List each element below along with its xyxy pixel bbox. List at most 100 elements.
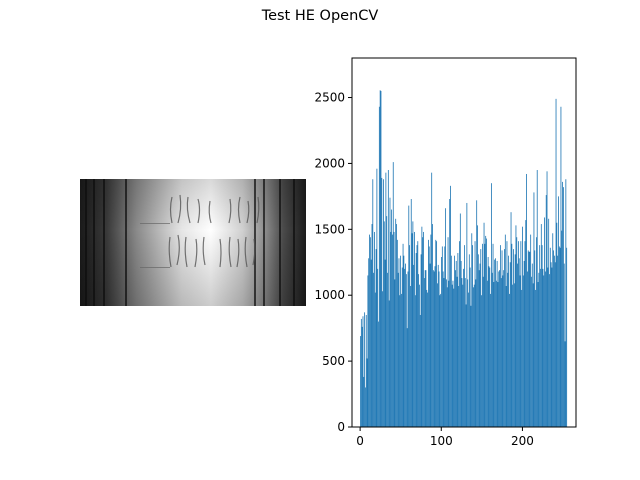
y-axis-ticks: 0 500 1000 1500 2000 2500 [314,91,352,434]
histogram-bar [467,279,469,427]
histogram-bar [434,266,436,427]
histogram-bar [461,278,463,427]
histogram-bar [522,275,524,427]
histogram-bar [370,259,372,427]
histogram-bar [454,255,456,427]
histogram-bar [371,224,373,427]
histogram-bar [474,241,476,427]
histogram-bar [463,268,465,427]
histogram-bar [449,199,451,427]
x-tick-label: 200 [511,434,534,448]
figure-title: Test HE OpenCV [261,8,379,24]
histogram-bar [393,231,395,427]
histogram-bar [535,237,537,427]
histogram-bar [521,289,523,427]
histogram-bar [493,282,495,427]
histogram-bar [556,222,558,427]
histogram-bar [473,287,474,427]
histogram-bar [533,192,535,427]
histogram-bar [519,275,521,427]
histogram-bar [415,253,417,427]
histogram-bar [534,250,536,427]
histogram-bar [451,284,453,427]
histogram-bar [480,249,482,427]
histogram-bar [525,220,527,427]
histogram-bar [506,241,508,427]
histogram-bar [507,272,509,427]
y-tick-label: 2500 [314,91,345,105]
histogram-bar [542,268,544,427]
histogram-bar [453,288,455,427]
histogram-bar [422,237,424,427]
histogram-bar [492,243,494,427]
histogram-bar [528,251,530,427]
histogram-bar [475,279,477,427]
histogram-bar [392,162,394,427]
histogram-bar [373,272,375,427]
histogram-bar [550,262,552,427]
histogram-bar [484,243,486,427]
histogram-bar [372,179,374,427]
histogram-bar [468,292,469,427]
histogram-bar [481,295,482,427]
histogram-bar [458,285,460,427]
histogram-bar [397,272,399,427]
histogram-bar [486,280,488,427]
histogram-bar [386,216,388,427]
histogram-bar [555,98,557,427]
y-tick-label: 1500 [314,222,345,236]
histogram-bar [433,271,435,427]
histogram-bar [562,181,563,427]
histogram-bar [455,270,456,427]
histogram-bar [504,234,506,427]
histogram-bar [524,241,526,427]
histogram-bar [408,205,410,427]
histogram-bar [430,234,432,427]
axes-frame [351,57,577,428]
histogram-bar [481,243,483,427]
histogram-bar [399,295,401,427]
histogram-bar [495,258,496,427]
histogram-bar [392,234,393,427]
histogram-bar [435,239,437,427]
histogram-bar [376,168,378,427]
histogram-bar [564,341,566,427]
histogram-bar [409,245,411,427]
histogram-bar [508,255,509,427]
histogram-bar [558,246,560,427]
histogram-bar [431,172,433,427]
histogram-bar [411,233,413,427]
histogram-bar [414,231,415,427]
histogram-bar [426,289,428,427]
histogram-bar [428,246,430,427]
histogram-bar [505,285,507,427]
y-tick-label: 500 [322,354,345,368]
histogram-bar [457,253,459,427]
x-tick-label: 100 [430,434,453,448]
histogram-bar [412,221,414,427]
histogram-bar [518,258,520,427]
histogram-bar [562,187,564,427]
histogram-bar [383,179,384,427]
histogram-bar [531,263,533,427]
histogram-bar [540,224,542,427]
histogram-bar [511,243,513,427]
histogram-bar [498,271,500,427]
y-tick-label: 2000 [314,156,345,170]
histogram-bar [548,218,550,427]
histogram-bar [369,237,371,427]
histogram-bar [549,247,551,427]
histogram-bar [448,280,450,427]
histogram-bar [375,249,377,427]
histogram-bar [365,387,366,427]
histogram-bar [405,263,406,427]
histogram-bar [488,266,490,427]
histogram-bar [545,195,547,427]
histogram-bar [560,106,562,427]
histogram-bar [502,275,504,427]
histogram-bar [444,246,446,427]
histogram-bar [464,245,465,427]
histogram-bar [447,237,449,427]
histogram-bar [532,283,534,427]
